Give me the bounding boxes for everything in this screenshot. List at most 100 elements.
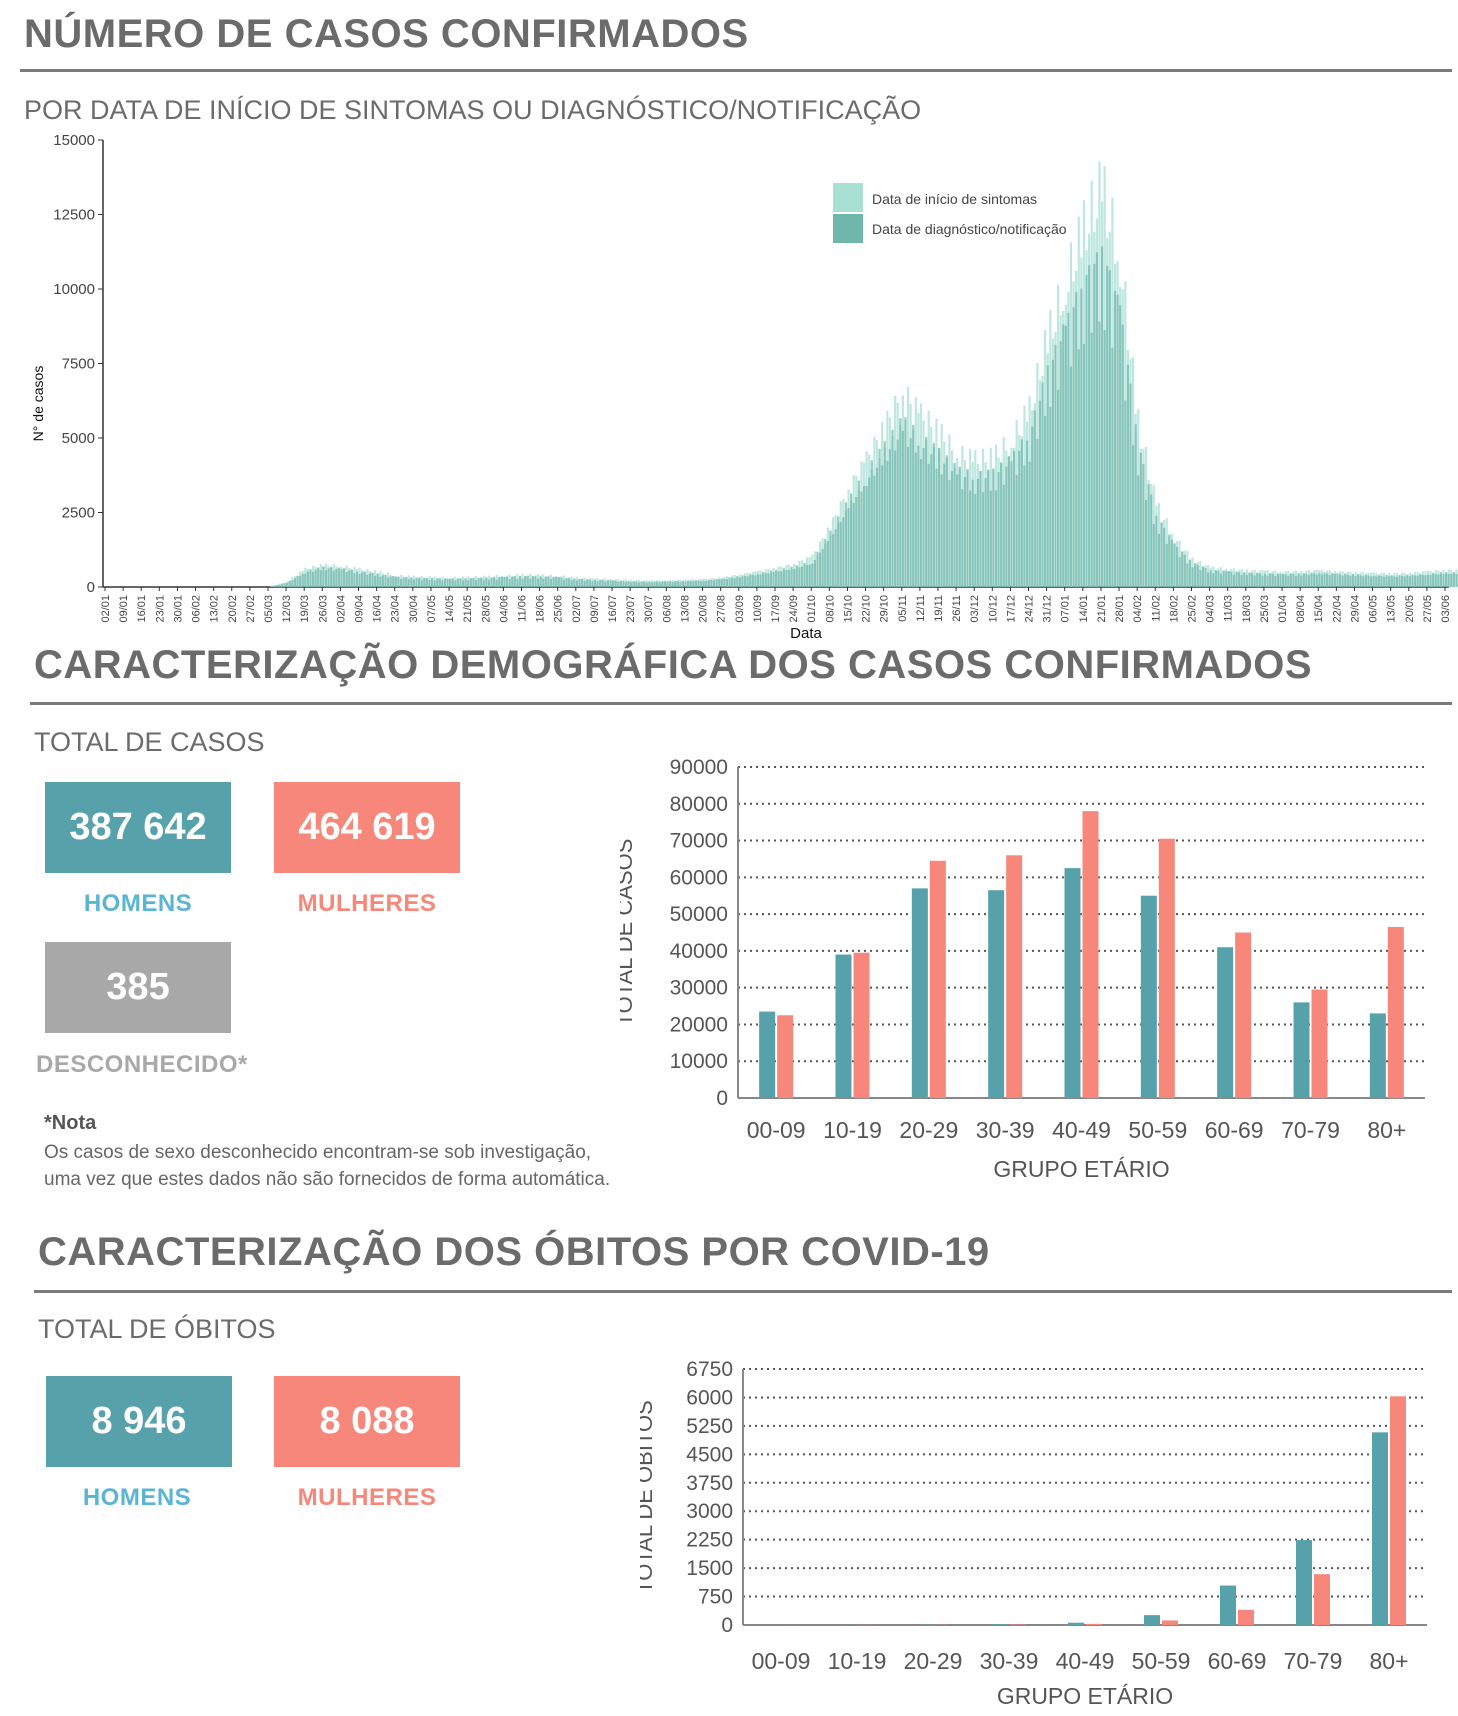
x-axis-title: GRUPO ETÁRIO <box>993 1156 1169 1182</box>
diagnosis-bar <box>511 576 514 587</box>
x-tick-label: 80+ <box>1369 1648 1408 1674</box>
diagnosis-bar <box>1090 332 1093 587</box>
diagnosis-bar <box>1426 574 1430 587</box>
diagnosis-bar <box>342 568 346 587</box>
diagnosis-bar <box>1186 563 1189 587</box>
diagnosis-bar <box>612 580 615 587</box>
x-tick-label: 10-19 <box>823 1117 882 1143</box>
diagnosis-bar <box>881 465 884 587</box>
diagnosis-bar <box>619 580 622 587</box>
diagnosis-bar <box>904 417 907 587</box>
x-tick-label: 25/03 <box>1259 595 1271 623</box>
diagnosis-bar <box>899 418 902 587</box>
diagnosis-bar <box>875 467 879 587</box>
diagnosis-bar <box>485 577 488 587</box>
diagnosis-bar <box>733 578 736 587</box>
diagnosis-bar <box>1284 574 1287 587</box>
x-tick-label: 19/03 <box>299 595 311 623</box>
x-tick-label: 20-29 <box>904 1648 963 1674</box>
diagnosis-bar <box>956 474 959 587</box>
diagnosis-bar <box>886 460 889 587</box>
diagnosis-bar <box>969 490 972 587</box>
diagnosis-bar <box>1165 543 1168 587</box>
diagnosis-bar <box>376 573 379 587</box>
diagnosis-bar <box>1124 400 1127 587</box>
diagnosis-bar <box>1338 574 1342 587</box>
diagnosis-bar <box>270 586 273 587</box>
y-tick-label: 3000 <box>686 1500 733 1523</box>
diagnosis-bar <box>459 578 462 587</box>
x-tick-label: 30/01 <box>172 595 184 623</box>
y-tick-label: 30000 <box>670 977 728 1000</box>
diagnosis-bar <box>1126 364 1130 587</box>
diagnosis-bar <box>1080 288 1083 587</box>
diagnosis-bar <box>984 478 987 587</box>
deaths-men-bar <box>1296 1540 1312 1625</box>
diagnosis-bar <box>1144 499 1148 587</box>
diagnosis-bar <box>505 576 509 587</box>
x-tick-label: 13/05 <box>1386 595 1398 623</box>
diagnosis-bar <box>1139 453 1142 587</box>
x-tick-label: 40-49 <box>1056 1648 1115 1674</box>
cases-men-bar <box>1217 947 1234 1098</box>
diagnosis-bar <box>925 436 928 587</box>
y-axis-title: TOTAL DE ÓBITOS <box>640 1400 657 1594</box>
x-axis-title: GRUPO ETÁRIO <box>997 1683 1173 1709</box>
diagnosis-bar <box>798 567 801 587</box>
y-tick-label: 10000 <box>670 1050 728 1073</box>
diagnosis-bar <box>1250 573 1254 587</box>
diagnosis-bar <box>831 534 835 587</box>
y-tick-label: 80000 <box>670 793 728 816</box>
diagnosis-bar <box>317 567 320 587</box>
diagnosis-bar <box>467 580 470 587</box>
x-tick-label: 19/11 <box>933 595 945 622</box>
x-tick-label: 10/12 <box>987 595 999 623</box>
diagnosis-bar <box>870 460 873 587</box>
deaths-by-age-chart: 0 750 1500 2250 3000 3750 4500 5250 6000 6750 00-0… <box>640 1358 1427 1709</box>
diagnosis-bar <box>769 570 773 587</box>
diagnosis-bar <box>1346 574 1349 587</box>
y-tick-label: 2250 <box>686 1529 733 1552</box>
diagnosis-bar <box>394 577 397 587</box>
diagnosis-bar <box>839 521 842 587</box>
diagnosis-bar <box>1155 515 1158 587</box>
diagnosis-bar <box>953 462 956 587</box>
diagnosis-bar <box>821 548 824 587</box>
diagnosis-bar <box>498 577 501 587</box>
diagnosis-bar <box>738 577 741 587</box>
deaths-men-bar <box>1144 1615 1160 1625</box>
diagnosis-bar <box>728 577 731 587</box>
diagnosis-bar <box>423 578 426 587</box>
diagnosis-bar <box>415 578 418 587</box>
diagnosis-bar <box>516 578 519 587</box>
diagnosis-bar <box>702 580 705 587</box>
diagnosis-bar <box>430 578 434 587</box>
diagnosis-bar <box>1253 575 1256 587</box>
diagnosis-bar <box>1062 324 1065 587</box>
legend-symptom-label: Data de início de sintomas <box>872 191 1037 207</box>
diagnosis-bar <box>539 576 542 587</box>
diagnosis-bar <box>1232 574 1236 587</box>
diagnosis-bar <box>627 581 630 587</box>
diagnosis-bar <box>1181 551 1184 587</box>
diagnosis-bar <box>1015 475 1018 587</box>
diagnosis-bar <box>521 578 524 587</box>
diagnosis-bar <box>1362 576 1365 587</box>
diagnosis-bar <box>743 576 747 587</box>
diagnosis-bar <box>725 579 729 587</box>
diagnosis-bar <box>1256 572 1259 587</box>
diagnosis-bar <box>818 552 822 587</box>
diagnosis-bar <box>599 579 602 587</box>
x-tick-label: 02/07 <box>571 595 583 623</box>
diagnosis-bar <box>1447 574 1450 587</box>
x-tick-label: 00-09 <box>752 1648 811 1674</box>
cases-women-bar <box>1387 926 1404 1098</box>
diagnosis-bar <box>314 569 317 587</box>
diagnosis-bar <box>912 424 915 587</box>
diagnosis-bar <box>958 466 961 587</box>
diagnosis-bar <box>622 581 625 587</box>
x-tick-label: 50-59 <box>1128 1117 1187 1143</box>
diagnosis-bar <box>1380 576 1383 587</box>
diagnosis-bar <box>653 581 656 587</box>
diagnosis-bar <box>578 578 581 587</box>
